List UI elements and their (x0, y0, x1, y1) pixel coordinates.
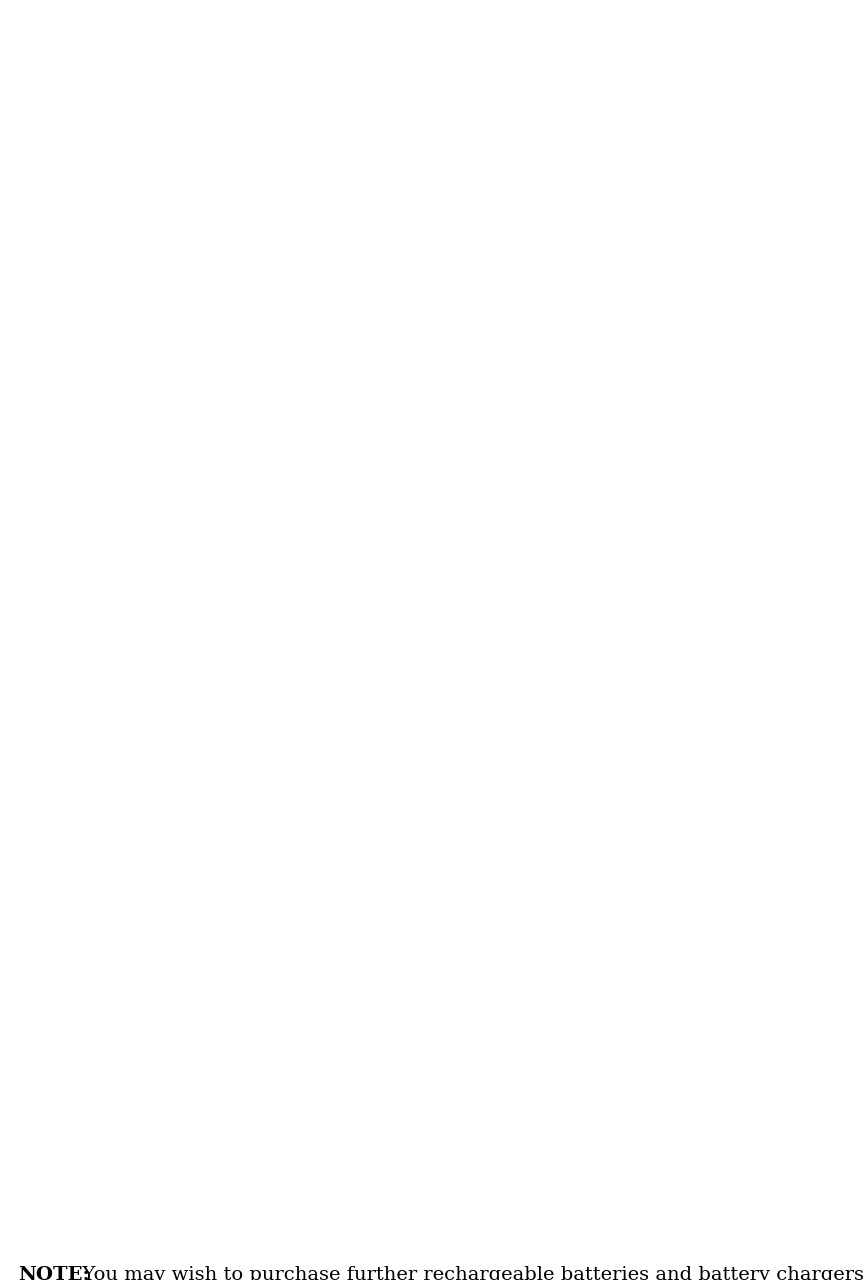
Text: You may wish to purchase further rechargeable batteries and battery chargers
for: You may wish to purchase further recharg… (70, 1266, 864, 1280)
Text: NOTE:: NOTE: (18, 1266, 89, 1280)
